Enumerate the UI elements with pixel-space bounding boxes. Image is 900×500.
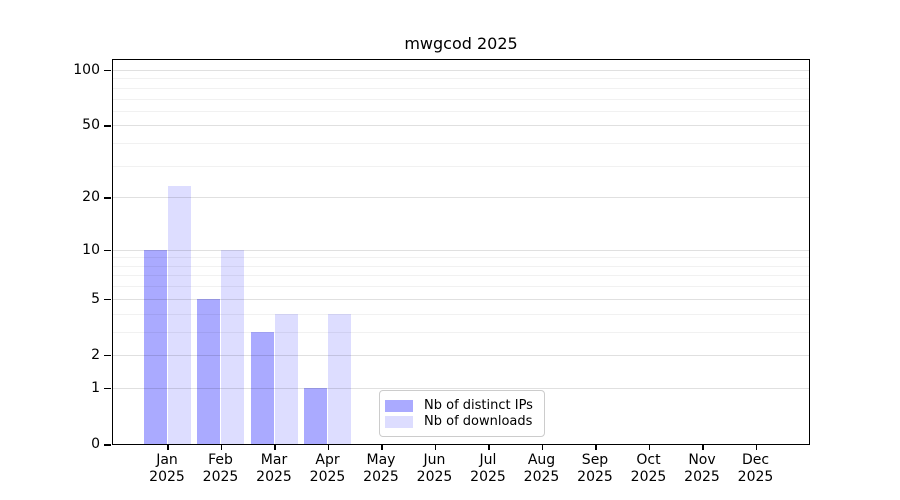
y-gridline-5 (112, 298, 810, 300)
x-tick-label-feb: Feb 2025 (202, 452, 239, 485)
x-tick-label-sep: Sep 2025 (577, 452, 613, 485)
y-tick-label-0: 0 (91, 436, 100, 452)
x-tick-label-mar: Mar 2025 (256, 452, 292, 485)
x-tick-may (381, 445, 383, 450)
y-gridline-50 (112, 125, 810, 127)
x-tick-aug (541, 445, 543, 450)
x-tick-sep (595, 445, 597, 450)
y-tick-2 (104, 354, 111, 357)
x-tick-label-jun: Jun 2025 (416, 452, 453, 485)
y-gridline-40 (112, 143, 810, 145)
y-gridline-6 (112, 286, 810, 288)
y-gridline-3 (112, 331, 810, 333)
x-tick-label-may: May 2025 (363, 452, 399, 485)
y-tick-5 (104, 298, 111, 301)
bar-downloads-apr (328, 313, 351, 444)
bar-downloads-mar (274, 313, 298, 444)
legend-label-distinct-ips: Nb of distinct IPs (424, 398, 533, 413)
x-tick-label-dec: Dec 2025 (737, 452, 774, 485)
x-tick-jul (488, 445, 490, 450)
y-tick-label-20: 20 (82, 189, 100, 206)
y-tick-10 (104, 249, 111, 252)
legend-swatch-downloads (385, 415, 413, 428)
y-tick-100 (104, 69, 111, 72)
x-tick-label-jul: Jul 2025 (470, 452, 506, 485)
y-tick-label-5: 5 (91, 290, 100, 307)
y-gridline-70 (112, 98, 810, 100)
chart-title: mwgcod 2025 (404, 34, 518, 53)
y-tick-20 (104, 197, 111, 199)
y-gridline-7 (112, 275, 810, 277)
legend-item-downloads: Nb of downloads (385, 414, 536, 429)
y-gridline-90 (112, 78, 810, 80)
bar-distinct-ips-mar (250, 331, 274, 444)
y-gridline-8 (112, 265, 810, 267)
bar-distinct-ips-jan (143, 249, 167, 444)
y-tick-50 (104, 125, 111, 127)
x-tick-oct (648, 445, 650, 450)
y-tick-label-100: 100 (73, 61, 100, 78)
y-tick-1 (104, 387, 111, 390)
y-gridline-9 (112, 257, 810, 259)
y-tick-label-2: 2 (91, 346, 100, 363)
legend-swatch-distinct-ips (385, 399, 413, 412)
y-gridline-10 (112, 249, 810, 251)
x-tick-jan (167, 445, 169, 450)
bar-distinct-ips-feb (197, 298, 220, 444)
x-tick-label-apr: Apr 2025 (309, 452, 346, 485)
legend-item-distinct-ips: Nb of distinct IPs (385, 398, 536, 413)
x-tick-label-jan: Jan 2025 (149, 452, 185, 485)
y-tick-label-1: 1 (91, 379, 100, 396)
x-tick-dec (755, 445, 757, 450)
legend-label-downloads: Nb of downloads (424, 414, 533, 429)
x-tick-label-aug: Aug 2025 (523, 452, 560, 485)
x-tick-nov (702, 445, 704, 450)
y-gridline-20 (112, 197, 810, 199)
y-gridline-2 (112, 354, 810, 356)
y-tick-0 (104, 444, 111, 446)
y-gridline-100 (112, 69, 810, 71)
y-tick-label-10: 10 (82, 241, 100, 258)
x-tick-feb (220, 445, 222, 450)
x-tick-mar (274, 445, 276, 450)
x-tick-label-oct: Oct 2025 (630, 452, 667, 485)
bar-downloads-jan (167, 186, 191, 444)
x-tick-apr (327, 445, 329, 450)
legend: Nb of distinct IPs Nb of downloads (379, 390, 545, 437)
x-tick-label-nov: Nov 2025 (684, 452, 720, 485)
y-gridline-4 (112, 313, 810, 315)
bar-distinct-ips-apr (304, 387, 327, 444)
y-tick-label-50: 50 (82, 117, 100, 134)
bar-downloads-feb (221, 249, 244, 444)
y-gridline-30 (112, 165, 810, 167)
y-gridline-60 (112, 110, 810, 112)
y-gridline-1 (112, 387, 810, 389)
y-gridline-80 (112, 87, 810, 89)
plot-area: Nb of distinct IPs Nb of downloads 0 1 2 5 1… (73, 59, 810, 485)
x-tick-jun (434, 445, 436, 450)
